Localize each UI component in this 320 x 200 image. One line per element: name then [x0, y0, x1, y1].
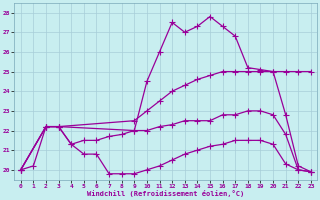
X-axis label: Windchill (Refroidissement éolien,°C): Windchill (Refroidissement éolien,°C) — [87, 190, 244, 197]
